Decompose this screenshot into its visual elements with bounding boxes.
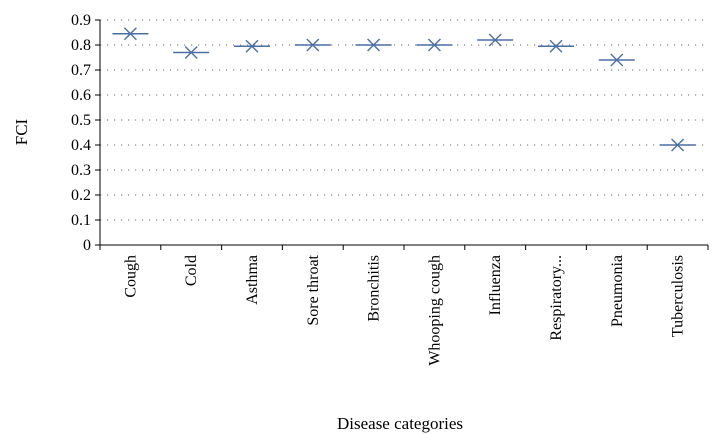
- marker-cross-b: [184, 46, 198, 59]
- y-tick-label: 0.4: [71, 137, 91, 154]
- marker-cross-b: [367, 38, 381, 52]
- data-point: [598, 53, 635, 67]
- x-tick-label: Whooping cough: [426, 255, 443, 366]
- x-axis-ticks: Cough Cold Asthma Sore throat Bronchitis Whoo…: [99, 245, 709, 366]
- data-point: [477, 33, 514, 47]
- data-point: [234, 39, 270, 53]
- marker-cross-b: [306, 38, 320, 52]
- x-tick-label: Respiratory...: [548, 255, 565, 341]
- x-tick-label: Cold: [183, 255, 200, 286]
- x-tick-label: Tuberculosis: [670, 255, 687, 337]
- x-tick-label: Influenza: [487, 255, 504, 315]
- y-tick-label: 0.2: [71, 187, 91, 204]
- y-tick-label: 0.6: [71, 87, 91, 104]
- y-axis-ticks: 0 0.1 0.2 0.3 0.4 0.5 0.6 0.7 0.8 0.9: [71, 12, 100, 254]
- y-tick-label: 0.8: [71, 37, 91, 54]
- marker-cross-b: [488, 33, 502, 47]
- y-tick-label: 0.9: [71, 12, 91, 29]
- data-point: [173, 46, 210, 59]
- axes: [99, 20, 708, 246]
- data-point: [112, 27, 149, 41]
- data-point: [355, 38, 392, 52]
- y-axis-title: FCI: [12, 118, 31, 145]
- data-point: [659, 138, 696, 152]
- y-tick-label: 0.3: [71, 162, 91, 179]
- data-point: [294, 38, 331, 52]
- marker-cross-b: [123, 27, 137, 41]
- x-tick-label: Asthma: [244, 255, 261, 305]
- y-tick-label: 0.1: [71, 212, 91, 229]
- marker-cross-b: [245, 39, 259, 53]
- marker-cross-b: [549, 39, 563, 53]
- marker-cross-b: [610, 53, 624, 67]
- x-tick-label: Cough: [122, 255, 139, 298]
- data-marks: [112, 27, 696, 152]
- marker-cross-b: [671, 138, 685, 152]
- y-tick-label: 0.7: [71, 62, 91, 79]
- x-tick-label: Sore throat: [305, 254, 322, 325]
- data-point: [416, 38, 453, 52]
- y-tick-label: 0.5: [71, 112, 91, 129]
- marker-cross-b: [427, 38, 441, 52]
- x-axis-title: Disease categories: [337, 414, 463, 433]
- y-tick-label: 0: [83, 237, 91, 254]
- x-tick-label: Bronchitis: [366, 255, 383, 322]
- x-tick-label: Pneumonia: [609, 255, 626, 327]
- data-point: [538, 39, 574, 53]
- grid-lines: [100, 19, 708, 221]
